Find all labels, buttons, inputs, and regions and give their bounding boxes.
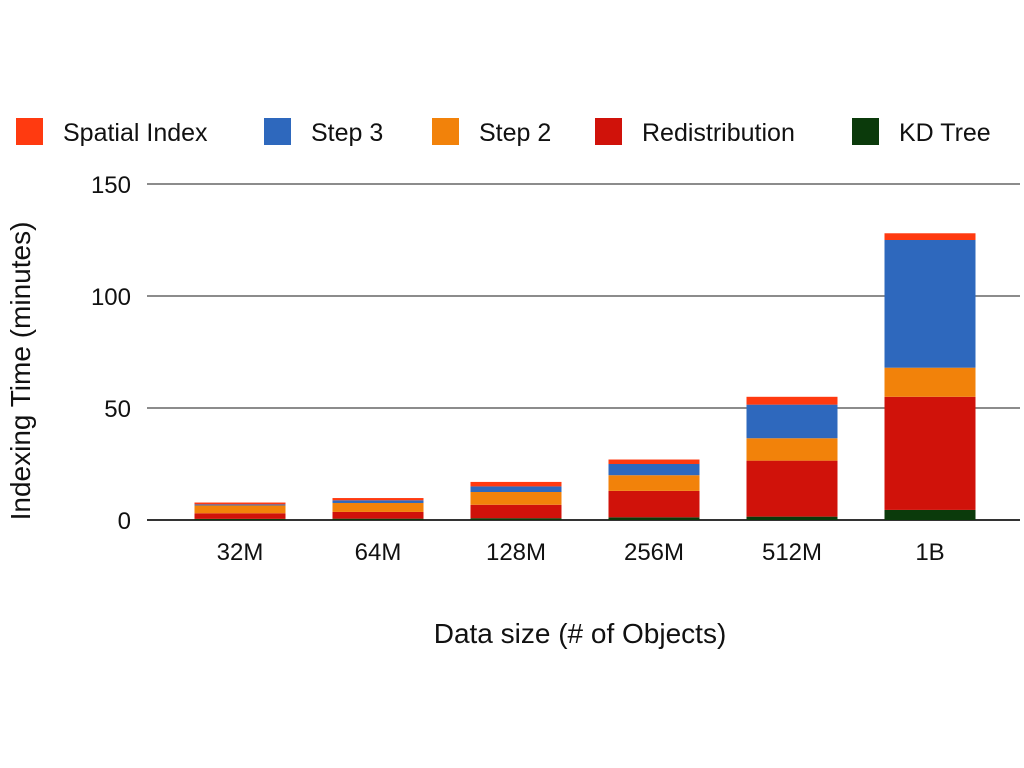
legend-swatch-step-2	[432, 118, 459, 145]
x-tick-label-32m: 32M	[217, 539, 264, 566]
bar-redistribution-64m	[332, 511, 424, 519]
legend: Spatial Index Step 3 Step 2 Redistribution K…	[16, 118, 991, 147]
bar-kd-tree-64m	[332, 518, 424, 520]
bar-kd-tree-128m	[470, 518, 562, 520]
y-tick-label-150: 150	[91, 172, 131, 199]
bar-kd-tree-1b	[884, 509, 976, 520]
y-tick-label-0: 0	[118, 508, 131, 535]
gridlines	[147, 183, 1020, 521]
bar-kd-tree-32m	[194, 518, 286, 520]
bar-step-3-1b	[884, 240, 976, 368]
x-tick-label-256m: 256M	[624, 539, 684, 566]
legend-label-redistribution: Redistribution	[642, 119, 795, 147]
bar-step-2-32m	[194, 505, 286, 514]
bar-kd-tree-256m	[608, 517, 700, 520]
bar-spatial-index-512m	[746, 396, 838, 405]
x-axis-title: Data size (# of Objects)	[434, 618, 727, 649]
legend-swatch-step-3	[264, 118, 291, 145]
bar-step-3-512m	[746, 404, 838, 439]
legend-label-step-2: Step 2	[479, 119, 551, 147]
bar-step-3-128m	[470, 486, 562, 492]
y-tick-labels: 0 50 100 150	[91, 172, 131, 535]
legend-swatch-redistribution	[595, 118, 622, 145]
bar-spatial-index-128m	[470, 481, 562, 487]
y-axis-title: Indexing Time (minutes)	[5, 222, 36, 521]
bar-spatial-index-32m	[194, 502, 286, 505]
bars	[194, 233, 976, 520]
bar-step-2-1b	[884, 367, 976, 397]
y-tick-label-100: 100	[91, 284, 131, 311]
x-tick-label-512m: 512M	[762, 539, 822, 566]
bar-step-2-64m	[332, 502, 424, 512]
y-tick-label-50: 50	[104, 396, 131, 423]
bar-redistribution-32m	[194, 513, 286, 519]
bar-step-3-64m	[332, 500, 424, 503]
bar-step-3-256m	[608, 464, 700, 476]
bar-redistribution-256m	[608, 490, 700, 518]
bar-redistribution-512m	[746, 460, 838, 517]
bar-spatial-index-256m	[608, 459, 700, 464]
bar-spatial-index-1b	[884, 233, 976, 240]
x-tick-label-128m: 128M	[486, 539, 546, 566]
bar-step-2-512m	[746, 438, 838, 461]
bar-step-2-256m	[608, 475, 700, 491]
legend-label-step-3: Step 3	[311, 119, 383, 147]
legend-swatch-spatial-index	[16, 118, 43, 145]
bar-spatial-index-64m	[332, 498, 424, 501]
bar-kd-tree-512m	[746, 516, 838, 520]
legend-label-spatial-index: Spatial Index	[63, 119, 208, 147]
x-tick-label-1b: 1B	[915, 539, 944, 566]
legend-label-kd-tree: KD Tree	[899, 119, 991, 147]
bar-redistribution-1b	[884, 396, 976, 510]
legend-swatch-kd-tree	[852, 118, 879, 145]
bar-step-2-128m	[470, 492, 562, 505]
bar-step-3-32m	[194, 504, 286, 506]
bar-redistribution-128m	[470, 504, 562, 519]
x-tick-labels: 32M 64M 128M 256M 512M 1B	[217, 539, 945, 566]
x-tick-label-64m: 64M	[355, 539, 402, 566]
